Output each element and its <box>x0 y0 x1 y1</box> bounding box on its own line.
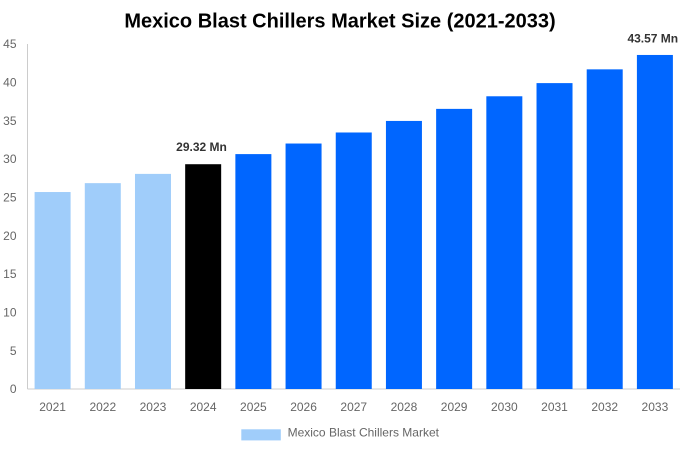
svg-text:2024: 2024 <box>190 400 217 414</box>
svg-text:40: 40 <box>3 76 17 90</box>
svg-text:20: 20 <box>3 229 17 243</box>
svg-text:2033: 2033 <box>642 400 669 414</box>
svg-text:5: 5 <box>10 344 17 358</box>
svg-text:0: 0 <box>10 382 17 396</box>
svg-text:2025: 2025 <box>240 400 267 414</box>
svg-text:25: 25 <box>3 191 17 205</box>
svg-text:29.32 Mn: 29.32 Mn <box>176 140 227 154</box>
svg-text:2023: 2023 <box>140 400 167 414</box>
svg-text:2026: 2026 <box>290 400 317 414</box>
svg-text:2029: 2029 <box>441 400 468 414</box>
svg-text:45: 45 <box>3 37 17 51</box>
svg-text:43.57 Mn: 43.57 Mn <box>627 32 678 46</box>
svg-text:15: 15 <box>3 267 17 281</box>
svg-text:10: 10 <box>3 306 17 320</box>
svg-text:2032: 2032 <box>591 400 618 414</box>
svg-text:35: 35 <box>3 114 17 128</box>
svg-text:30: 30 <box>3 152 17 166</box>
svg-text:2021: 2021 <box>39 400 66 414</box>
svg-text:2028: 2028 <box>391 400 418 414</box>
svg-text:2022: 2022 <box>89 400 116 414</box>
svg-text:Mexico Blast Chillers Market: Mexico Blast Chillers Market <box>288 426 440 440</box>
svg-text:2031: 2031 <box>541 400 568 414</box>
svg-text:Mexico Blast Chillers Market S: Mexico Blast Chillers Market Size (2021-… <box>124 10 555 32</box>
svg-text:2027: 2027 <box>340 400 367 414</box>
svg-text:2030: 2030 <box>491 400 518 414</box>
